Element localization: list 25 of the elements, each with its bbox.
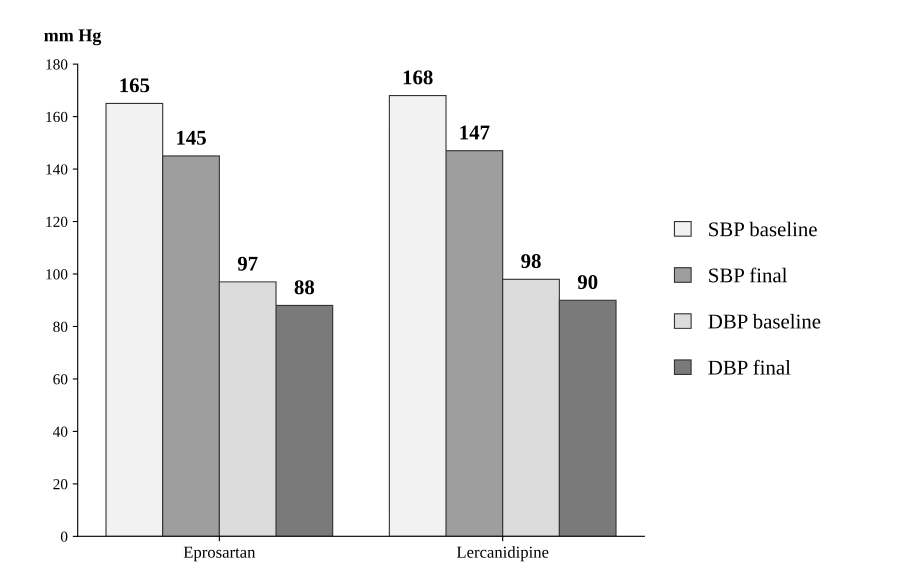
y-tick-label: 20 <box>53 479 68 490</box>
y-tick-label: 0 <box>60 532 68 542</box>
y-tick-label: 160 <box>46 112 68 122</box>
y-axis-title: mm Hg <box>44 29 102 46</box>
data-label: 168 <box>404 70 433 84</box>
data-label: 165 <box>120 78 150 92</box>
data-label: 90 <box>578 275 598 290</box>
x-tick-label: Lercanidipine <box>456 546 548 562</box>
data-label: 97 <box>238 256 258 271</box>
y-tick-label: 60 <box>53 374 68 384</box>
x-tick-label: Eprosartan <box>184 546 256 562</box>
legend-label: SBP baseline <box>709 222 817 236</box>
legend-label: DBP final <box>708 360 790 375</box>
y-tick-label: 140 <box>46 164 68 175</box>
data-label: 147 <box>460 126 490 140</box>
y-tick-label: 180 <box>46 59 68 70</box>
y-tick-label: 80 <box>53 322 68 332</box>
y-tick-label: 40 <box>52 426 68 437</box>
data-label: 98 <box>521 254 541 268</box>
data-label: 145 <box>177 130 206 145</box>
legend-label: DBP baseline <box>708 314 820 329</box>
y-tick-label: 100 <box>46 269 68 280</box>
data-label: 88 <box>294 280 314 294</box>
y-tick-label: 120 <box>46 216 68 227</box>
legend-label: SBP final <box>709 268 788 282</box>
